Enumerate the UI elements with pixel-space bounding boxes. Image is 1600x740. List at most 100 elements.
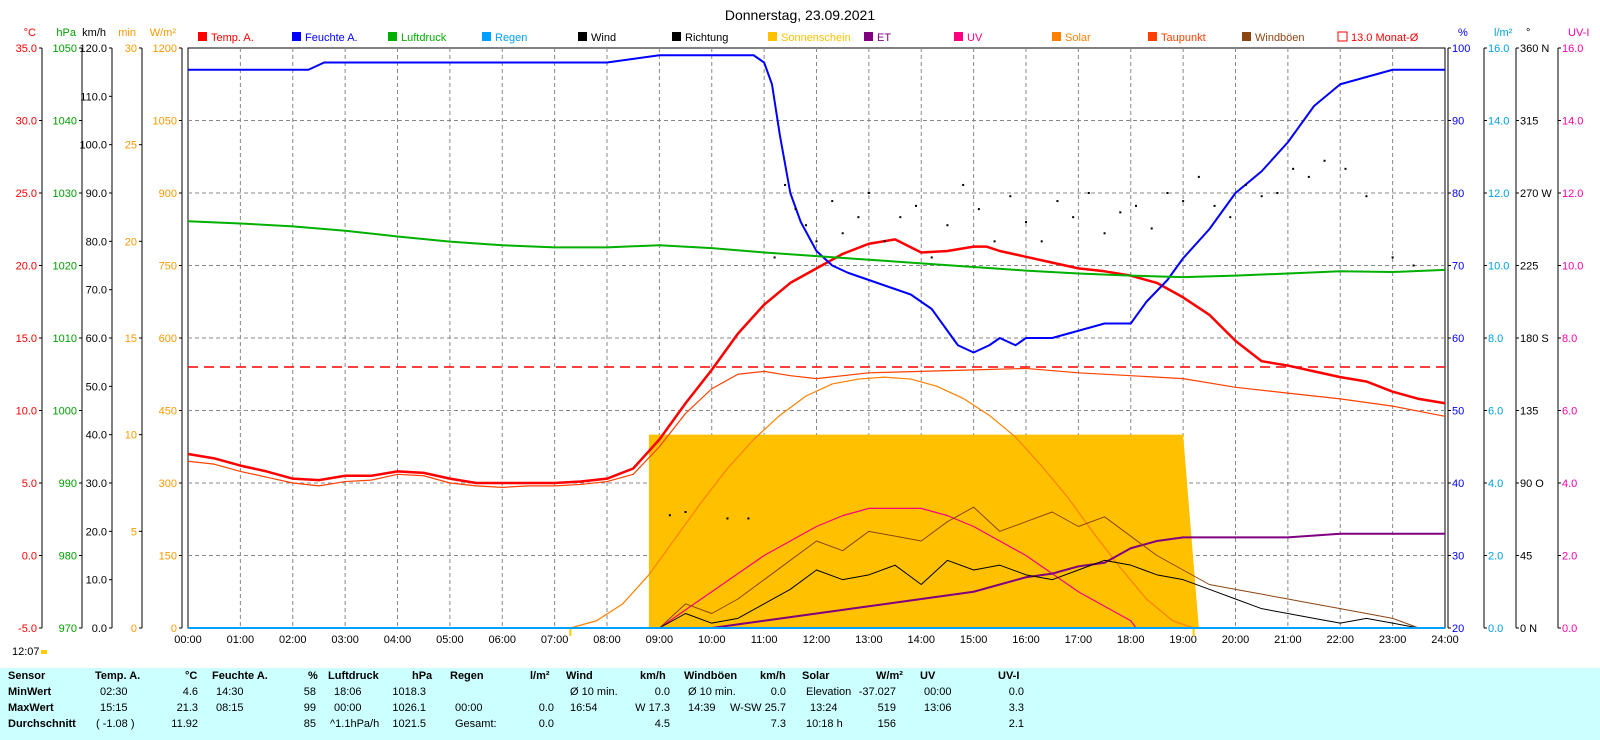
left-tick-label: 10.0: [16, 406, 37, 418]
right-tick-label: 135: [1520, 406, 1538, 418]
legend-label: UV: [967, 32, 983, 44]
left-tick-label: 1200: [153, 43, 177, 55]
wind-direction-point: [805, 224, 808, 227]
left-tick-label: 10.0: [86, 575, 107, 587]
left-tick-label: 1040: [53, 116, 77, 128]
left-tick-label: 10: [125, 430, 137, 442]
right-tick-label: 12.0: [1488, 188, 1509, 200]
left-tick-label: 35.0: [16, 43, 37, 55]
left-tick-label: 25.0: [16, 188, 37, 200]
max-wind-time: 16:54: [570, 702, 598, 714]
wind-direction-point: [1119, 211, 1122, 214]
left-tick-label: 970: [59, 623, 77, 635]
left-axis-unit: °C: [24, 27, 36, 39]
x-tick-label: 02:00: [279, 634, 307, 646]
x-tick-label: 18:00: [1117, 634, 1145, 646]
wind-direction-point: [946, 224, 949, 227]
summary-header-row: Sensor Temp. A. °C Feuchte A. % Luftdruc…: [0, 670, 1600, 686]
max-temp-time: 15:15: [100, 702, 128, 714]
left-tick-label: 20.0: [16, 261, 37, 273]
wind-direction-point: [1103, 232, 1106, 235]
wind-direction-point: [841, 232, 844, 235]
hdr-uv-unit: UV-I: [998, 670, 1020, 682]
left-tick-label: 110.0: [80, 91, 107, 103]
hdr-pres: Luftdruck: [328, 670, 379, 682]
left-tick-label: 15: [125, 333, 137, 345]
avg-temp-value: 11.92: [171, 718, 198, 730]
hdr-hum-unit: %: [308, 670, 318, 682]
right-tick-label: 90: [1452, 116, 1464, 128]
hdr-sensor: Sensor: [8, 670, 46, 682]
right-axis-unit: l/m²: [1494, 27, 1513, 39]
left-tick-label: 900: [159, 188, 177, 200]
avg-hum-value: 85: [303, 718, 316, 730]
min-wind-label: Ø 10 min.: [570, 686, 618, 698]
left-tick-label: 1050: [153, 116, 177, 128]
left-tick-label: 70.0: [86, 285, 107, 297]
left-tick-label: 1030: [53, 188, 77, 200]
max-temp-value: 21.3: [176, 702, 198, 714]
wind-direction-point: [794, 208, 797, 211]
right-tick-label: 6.0: [1562, 406, 1577, 418]
wind-direction-point: [1307, 175, 1310, 178]
wind-direction-point: [773, 256, 776, 259]
wind-direction-point: [1040, 240, 1043, 243]
right-tick-label: 360 N: [1520, 43, 1549, 55]
wind-direction-point: [857, 216, 860, 219]
right-tick-label: 8.0: [1562, 333, 1577, 345]
legend-swatch: [1242, 32, 1251, 41]
x-tick-label: 14:00: [907, 634, 935, 646]
legend-label: Windböen: [1255, 32, 1305, 44]
right-tick-label: 8.0: [1488, 333, 1503, 345]
right-tick-label: 270 W: [1520, 188, 1552, 200]
summary-max-row: MaxWert 15:15 21.3 08:15 99 00:00 1026.1…: [0, 702, 1600, 718]
legend-label: Luftdruck: [401, 32, 447, 44]
right-tick-label: 225: [1520, 261, 1538, 273]
x-tick-label: 15:00: [960, 634, 988, 646]
summary-min-row: MinWert 02:30 4.6 14:30 58 18:06 1018.3 …: [0, 686, 1600, 702]
left-tick-label: 60.0: [86, 333, 107, 345]
hdr-gust: Windböen: [684, 670, 738, 682]
right-tick-label: 16.0: [1562, 43, 1583, 55]
right-tick-label: 12.0: [1562, 188, 1583, 200]
right-tick-label: 80: [1452, 188, 1464, 200]
max-solar-time: 13:24: [810, 702, 838, 714]
x-tick-label: 10:00: [698, 634, 726, 646]
legend-label: 13.0 Monat-Ø: [1351, 32, 1419, 44]
series-line-luftdruck: [187, 220, 1446, 279]
series-line-solar: [570, 376, 1194, 629]
summary-avg-row: Durchschnitt ( -1.08 ) 11.92 85 ^1.1hPa/…: [0, 718, 1600, 734]
min-pres-value: 1018.3: [392, 686, 426, 698]
min-uv-time: 00:00: [924, 686, 952, 698]
x-tick-label: 12:00: [803, 634, 831, 646]
left-tick-label: 20.0: [86, 526, 107, 538]
left-tick-label: 120.0: [79, 43, 107, 55]
legend-swatch: [578, 32, 587, 41]
wind-direction-point: [1292, 167, 1295, 170]
avg-pres-trend: ^1.1hPa/h: [330, 718, 380, 730]
x-tick-label: 20:00: [1222, 634, 1250, 646]
right-axis-unit: UV-I: [1568, 27, 1589, 39]
series-line-wind: [659, 559, 1419, 629]
avg-rain-value: 0.0: [538, 718, 554, 730]
wind-direction-point: [883, 240, 886, 243]
wind-direction-point: [867, 192, 870, 194]
legend-label: Temp. A.: [211, 32, 254, 44]
left-tick-label: -5.0: [18, 623, 37, 635]
avg-solar-value: 156: [877, 718, 896, 730]
left-tick-label: 150: [159, 551, 177, 563]
min-solar-value: -37.027: [858, 686, 896, 698]
x-tick-label: 03:00: [331, 634, 359, 646]
left-tick-label: 990: [59, 478, 77, 490]
left-tick-label: 25: [125, 140, 137, 152]
series-line-uv: [659, 507, 1137, 629]
legend-swatch: [1148, 32, 1157, 41]
legend-label: Wind: [591, 32, 616, 44]
avg-gust-value: 7.3: [770, 718, 786, 730]
axes: 00:00 01:00 02:00 03:00 04:00 05:00 06:00 07:00…: [16, 27, 1590, 646]
wind-direction-point: [1134, 204, 1137, 207]
right-tick-label: 14.0: [1488, 116, 1509, 128]
wind-direction-point: [993, 240, 996, 243]
weather-chart: Donnerstag, 23.09.2021 Temp. A. Feuchte A…: [12, 7, 1590, 658]
max-pres-time: 00:00: [334, 702, 362, 714]
